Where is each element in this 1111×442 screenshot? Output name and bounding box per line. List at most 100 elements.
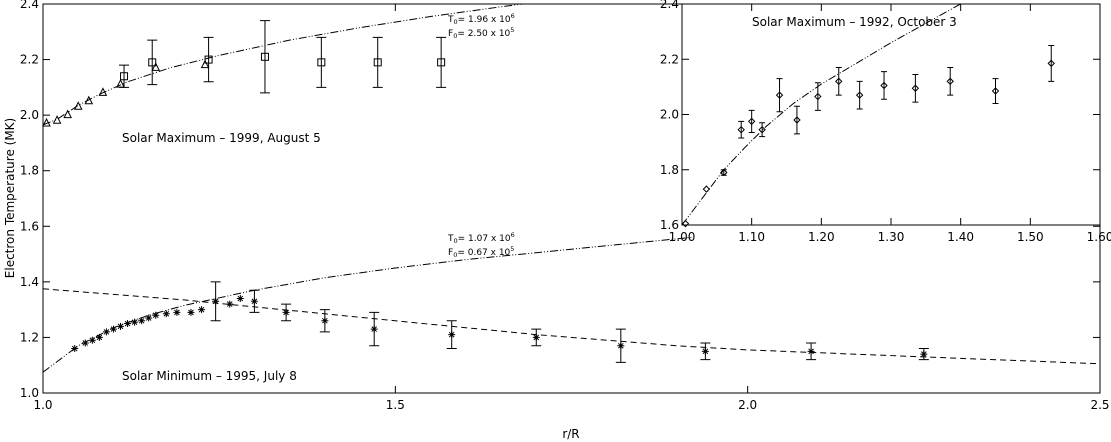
main-y-tick-label-3: 1.6 <box>20 219 39 233</box>
fit-label-minimum-t0: T0= 1.07 x 106 <box>447 231 515 245</box>
main-triangle-point-2 <box>63 109 72 119</box>
inset-diamond-point-13 <box>946 77 954 86</box>
main-asterisk-point-0 <box>71 345 79 353</box>
inset-x-tick-label-5: 1.50 <box>1017 230 1044 244</box>
inset-x-tick-label-3: 1.30 <box>878 230 905 244</box>
inset-title: Solar Maximum – 1992, October 3 <box>752 15 957 29</box>
main-asterisk-point-9 <box>138 317 146 325</box>
main-square-point-5 <box>373 58 382 67</box>
main-y-tick-label-7: 2.4 <box>20 0 39 11</box>
main-y-tick-label-4: 1.8 <box>20 164 39 178</box>
main-data-marks <box>42 20 929 363</box>
inset-diamond-point-4 <box>747 117 756 126</box>
inset-diamond-point-1 <box>702 185 711 193</box>
inset-x-tick-label-4: 1.40 <box>947 230 974 244</box>
main-triangle-point-3 <box>73 101 83 110</box>
main-square-errorbar-2 <box>203 36 214 83</box>
inset-diamond-errorbar-9 <box>835 67 842 96</box>
annotation-solar-minimum-1995: Solar Minimum – 1995, July 8 <box>122 369 297 383</box>
main-fit-curve-0 <box>42 3 523 126</box>
fit-label-minimum: T0= 1.07 x 106 F0= 0.67 x 105 <box>447 231 515 259</box>
inset-diamond-point-8 <box>814 92 822 101</box>
main-asterisk-point-7 <box>124 320 132 328</box>
main-asterisk-point-16 <box>212 297 220 305</box>
inset-x-tick-label-2: 1.20 <box>808 230 835 244</box>
main-asterisk-point-22 <box>370 325 378 333</box>
main-triangle-point-5 <box>98 87 108 96</box>
fit-label-maximum-t0: T0= 1.96 x 106 <box>447 12 515 26</box>
inset-axes: 1.00 1.10 1.20 1.30 1.40 1.50 1.60 1.6 1.8 2.0 2.2… <box>660 0 1111 244</box>
annotation-solar-maximum-1999: Solar Maximum – 1999, August 5 <box>122 131 321 145</box>
inset-plot: 1.00 1.10 1.20 1.30 1.40 1.50 1.60 1.6 1.8 2.0 2.2… <box>660 0 1111 244</box>
main-asterisk-point-28 <box>920 350 928 358</box>
inset-data-marks <box>681 44 1055 228</box>
inset-y-tick-label-1: 1.8 <box>660 163 679 177</box>
main-square-errorbar-4 <box>316 36 327 88</box>
main-asterisk-point-4 <box>102 328 110 336</box>
inset-diamond-errorbar-6 <box>776 78 783 113</box>
inset-diamond-errorbar-13 <box>947 67 954 96</box>
inset-diamond-point-7 <box>793 116 801 124</box>
inset-diamond-errorbar-14 <box>992 78 999 104</box>
main-square-point-0 <box>120 72 129 81</box>
inset-diamond-point-12 <box>911 84 920 92</box>
inset-diamond-errorbar-10 <box>856 80 863 110</box>
inset-diamond-point-15 <box>1047 59 1055 68</box>
inset-background <box>682 4 1100 225</box>
inset-diamond-errorbar-5 <box>759 122 766 138</box>
main-square-errorbar-6 <box>436 36 447 88</box>
main-x-tick-label-0: 1.0 <box>33 398 52 412</box>
main-asterisk-point-27 <box>807 347 815 355</box>
inset-diamond-errorbar-11 <box>881 71 888 100</box>
inset-y-tick-label-0: 1.6 <box>660 218 679 232</box>
main-x-tick-label-1: 1.5 <box>386 398 405 412</box>
main-asterisk-point-2 <box>88 336 96 344</box>
main-asterisk-point-6 <box>117 322 125 330</box>
main-asterisk-point-23 <box>448 331 456 339</box>
inset-diamond-errorbar-3 <box>738 120 745 139</box>
inset-x-tick-label-1: 1.10 <box>738 230 765 244</box>
main-y-tick-label-6: 2.2 <box>20 53 39 67</box>
main-asterisk-point-5 <box>109 325 117 333</box>
inset-diamond-point-10 <box>855 91 864 99</box>
main-asterisk-point-26 <box>701 347 709 355</box>
main-triangle-point-4 <box>84 95 94 105</box>
main-asterisk-point-10 <box>145 314 153 322</box>
main-asterisk-point-17 <box>226 300 234 308</box>
inset-diamond-point-3 <box>737 125 745 134</box>
main-triangle-point-0 <box>42 117 51 127</box>
inset-y-tick-label-4: 2.4 <box>660 0 679 11</box>
inset-y-tick-label-2: 2.0 <box>660 108 679 122</box>
fit-label-minimum-f0: F0= 0.67 x 105 <box>448 245 514 259</box>
inset-diamond-errorbar-4 <box>748 109 755 133</box>
main-triangle-point-8 <box>200 59 210 69</box>
inset-diamond-point-11 <box>880 81 888 90</box>
main-asterisk-point-1 <box>81 339 89 347</box>
main-fit-curve-1 <box>42 236 692 373</box>
main-plot: 1.0 1.5 2.0 2.5 1.0 1.2 1.4 1.6 1.8 2.0 2.2 2.4 r/R… <box>3 0 1110 441</box>
main-asterisk-point-13 <box>173 308 181 316</box>
main-y-tick-label-5: 2.0 <box>20 108 39 122</box>
inset-diamond-point-6 <box>775 91 784 99</box>
main-asterisk-point-20 <box>282 308 290 316</box>
main-y-tick-label-2: 1.4 <box>20 275 39 289</box>
main-square-errorbar-3 <box>259 20 270 94</box>
main-y-tick-label-1: 1.2 <box>20 330 39 344</box>
main-asterisk-point-12 <box>162 310 170 318</box>
inset-diamond-point-5 <box>758 125 766 134</box>
main-asterisk-point-15 <box>198 306 206 314</box>
inset-fit-curve <box>681 3 961 226</box>
main-triangle-point-6 <box>116 78 125 88</box>
fit-label-maximum: T0= 1.96 x 106 F0= 2.50 x 105 <box>447 12 515 40</box>
main-asterisk-point-24 <box>532 333 540 341</box>
main-square-point-6 <box>437 58 446 67</box>
fit-label-maximum-f0: F0= 2.50 x 105 <box>448 26 514 40</box>
main-asterisk-point-19 <box>250 297 258 305</box>
inset-x-tick-label-6: 1.60 <box>1087 230 1111 244</box>
main-asterisk-point-3 <box>95 333 103 341</box>
inset-diamond-errorbar-7 <box>793 105 800 135</box>
inset-diamond-errorbar-12 <box>912 73 919 103</box>
inset-diamond-errorbar-8 <box>814 82 821 111</box>
main-square-errorbar-1 <box>147 39 158 86</box>
